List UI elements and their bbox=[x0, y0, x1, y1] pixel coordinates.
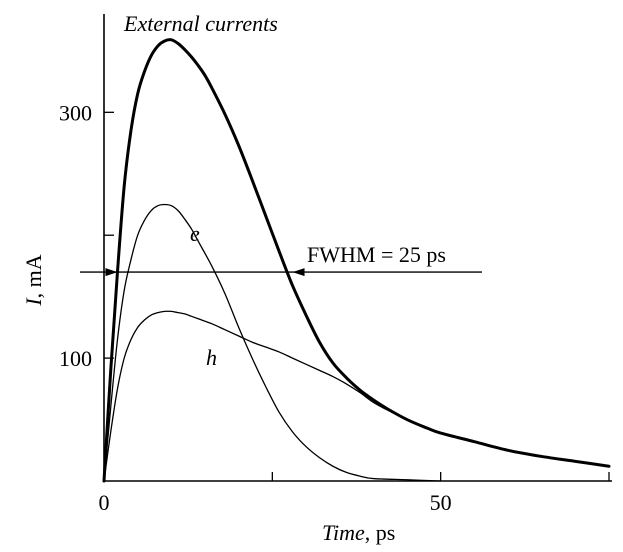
y-axis-title-unit: , mA bbox=[21, 254, 46, 298]
x-axis-title-italic: Time bbox=[322, 520, 365, 545]
series-h-curve bbox=[103, 310, 610, 482]
x-ticks: 0 50 bbox=[99, 472, 610, 515]
y-ticks: 100 300 bbox=[59, 100, 114, 371]
y-tick-label-300: 300 bbox=[59, 100, 92, 125]
x-axis-title-unit: , ps bbox=[365, 520, 396, 545]
series-group bbox=[102, 38, 611, 483]
fwhm-right-arrow bbox=[292, 268, 305, 277]
series-e-curve bbox=[103, 203, 442, 482]
fwhm-left-arrow bbox=[105, 268, 118, 277]
series-e-label: e bbox=[190, 221, 200, 246]
y-axis-title: I, mA bbox=[21, 254, 46, 306]
fwhm-label: FWHM = 25 ps bbox=[307, 242, 446, 267]
fwhm-annotation: FWHM = 25 ps bbox=[80, 242, 482, 277]
x-tick-label-50: 50 bbox=[430, 490, 452, 515]
series-h-label: h bbox=[206, 345, 217, 370]
y-axis-title-italic: I bbox=[21, 297, 46, 307]
chart-title: External currents bbox=[123, 11, 278, 36]
x-axis-title: Time, ps bbox=[322, 520, 395, 545]
x-tick-label-0: 0 bbox=[99, 490, 110, 515]
y-tick-label-100: 100 bbox=[59, 346, 92, 371]
